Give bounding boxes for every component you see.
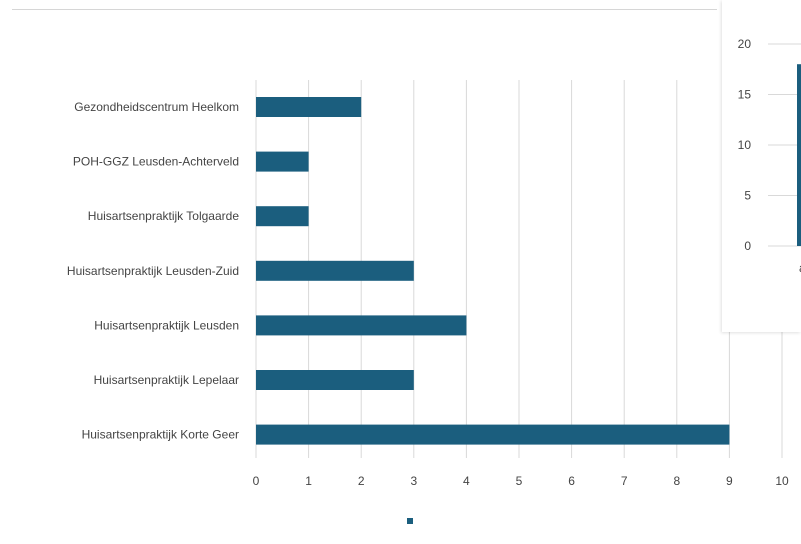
x-tick-label: 7	[621, 474, 628, 488]
inset-y-tick-label: 5	[744, 189, 751, 203]
x-tick-label: 4	[463, 474, 470, 488]
x-tick-labels: 0 1 2 3 4 5 6 7 8 9 10	[253, 474, 789, 488]
bar	[256, 260, 414, 281]
category-label: Huisartsenpraktijk Korte Geer	[82, 428, 239, 442]
inset-y-tick-label: 0	[744, 239, 751, 253]
category-label: Huisartsenpraktijk Leusden	[94, 318, 239, 332]
x-tick-label: 1	[305, 474, 312, 488]
inset-bars	[797, 64, 801, 246]
category-labels: Gezondheidscentrum Heelkom POH-GGZ Leusde…	[67, 100, 239, 442]
x-tick-label: 8	[673, 474, 680, 488]
top-divider	[12, 9, 717, 10]
inset-bar	[797, 64, 801, 246]
bar	[256, 206, 309, 227]
x-tick-label: 5	[516, 474, 523, 488]
x-tick-label: 6	[568, 474, 575, 488]
inset-y-tick-labels: 0 5 10 15 20 25 a	[738, 0, 801, 275]
inset-y-tick-label: 25	[738, 0, 752, 1]
x-tick-label: 3	[410, 474, 417, 488]
category-label: Gezondheidscentrum Heelkom	[74, 100, 239, 114]
x-tick-label: 9	[726, 474, 733, 488]
inset-y-tick-label: 20	[738, 37, 752, 51]
inset-y-tick-label: 15	[738, 88, 752, 102]
x-tick-label: 2	[358, 474, 365, 488]
category-label: Huisartsenpraktijk Leusden-Zuid	[67, 264, 239, 278]
inset-gridlines	[768, 43, 801, 247]
inset-x-tick-label: a	[799, 261, 801, 275]
vertical-bar-chart: 0 5 10 15 20 25 a	[738, 0, 801, 275]
x-tick-label: 10	[775, 474, 789, 488]
legend-marker	[407, 518, 413, 524]
inset-y-tick-label: 10	[738, 138, 752, 152]
bar	[256, 424, 730, 445]
bar	[256, 315, 467, 336]
category-label: Huisartsenpraktijk Lepelaar	[94, 373, 239, 387]
bar	[256, 370, 414, 390]
bar	[256, 151, 309, 172]
x-tick-label: 0	[253, 474, 260, 488]
category-label: Huisartsenpraktijk Tolgaarde	[88, 209, 240, 223]
inset-chart-card: 0 5 10 15 20 25 a	[722, 0, 801, 332]
category-label: POH-GGZ Leusden-Achterveld	[73, 155, 239, 169]
bar	[256, 97, 362, 117]
bars	[256, 97, 730, 445]
